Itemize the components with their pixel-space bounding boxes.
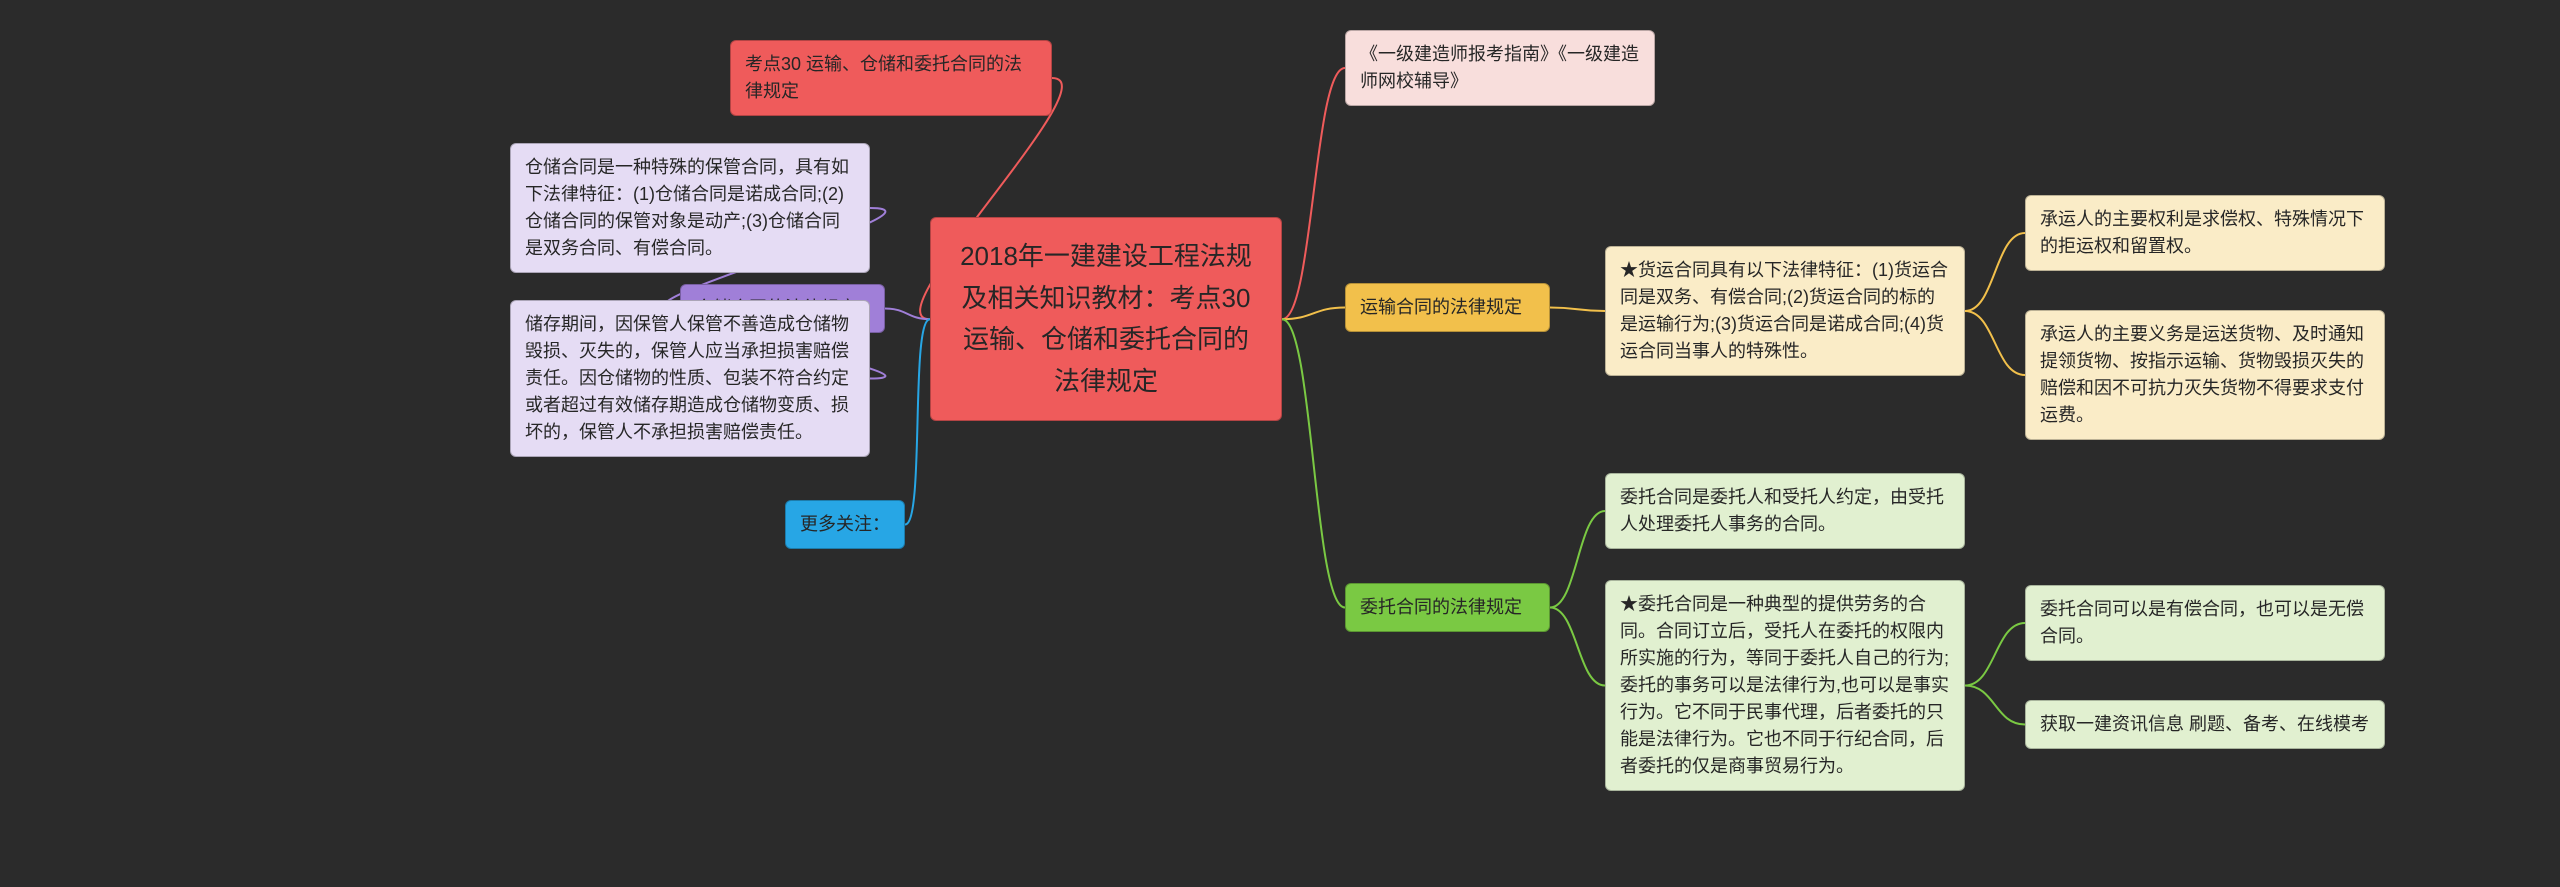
edge-entrust_branch-entrust_def [1550,511,1605,608]
edge-entrust_nature-entrust_info [1965,686,2025,725]
edge-center-transport_branch [1282,308,1345,320]
node-transport_branch: 运输合同的法律规定 [1345,283,1550,332]
edge-entrust_branch-entrust_nature [1550,608,1605,686]
node-guide: 《一级建造师报考指南》《一级建造师网校辅导》 [1345,30,1655,106]
edge-transport_char-carrier_duty [1965,311,2025,375]
edge-center-entrust_branch [1282,319,1345,607]
node-carrier_duty: 承运人的主要义务是运送货物、及时通知提领货物、按指示运输、货物毁损灭失的赔偿和因… [2025,310,2385,440]
node-topic30: 考点30 运输、仓储和委托合同的法律规定 [730,40,1052,116]
mindmap-canvas: 2018年一建建设工程法规及相关知识教材：考点30 运输、仓储和委托合同的法律规… [0,0,2560,887]
edge-transport_branch-transport_char [1550,308,1605,312]
node-more: 更多关注： [785,500,905,549]
node-entrust_def: 委托合同是委托人和受托人约定，由受托人处理委托人事务的合同。 [1605,473,1965,549]
node-transport_char: ★货运合同具有以下法律特征：(1)货运合同是双务、有偿合同;(2)货运合同的标的… [1605,246,1965,376]
node-entrust_nature: ★委托合同是一种典型的提供劳务的合同。合同订立后，受托人在委托的权限内所实施的行… [1605,580,1965,791]
node-entrust_info: 获取一建资讯信息 刷题、备考、在线模考 [2025,700,2385,749]
node-entrust_paid: 委托合同可以是有偿合同，也可以是无偿合同。 [2025,585,2385,661]
edge-layer [0,0,2560,887]
edge-center-storage_branch [885,309,930,320]
edge-center-guide [1282,68,1345,319]
node-entrust_branch: 委托合同的法律规定 [1345,583,1550,632]
node-storage_liab: 储存期间，因保管人保管不善造成仓储物毁损、灭失的，保管人应当承担损害赔偿责任。因… [510,300,870,457]
node-storage_char: 仓储合同是一种特殊的保管合同，具有如下法律特征：(1)仓储合同是诺成合同;(2)… [510,143,870,273]
node-carrier_right: 承运人的主要权利是求偿权、特殊情况下的拒运权和留置权。 [2025,195,2385,271]
edge-center-more [905,319,930,524]
node-center: 2018年一建建设工程法规及相关知识教材：考点30 运输、仓储和委托合同的法律规… [930,217,1282,421]
edge-entrust_nature-entrust_paid [1965,623,2025,686]
edge-transport_char-carrier_right [1965,233,2025,311]
